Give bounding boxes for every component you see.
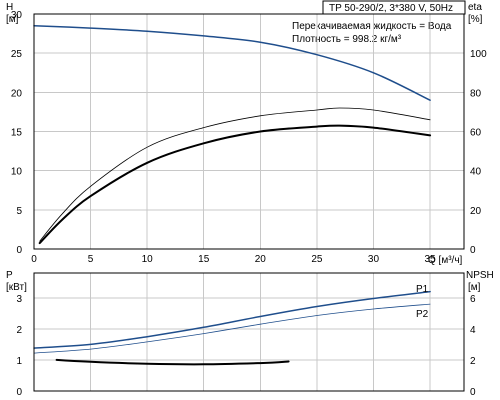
density-info: Плотность = 998.2 кг/м³	[292, 34, 402, 45]
bottom-y2label-line2: [м]	[468, 282, 481, 293]
y-tick-label: 25	[11, 49, 23, 60]
series-label-p1: P1	[416, 284, 429, 295]
top-y2label-line2: [%]	[468, 14, 483, 25]
bottom-ylabel-line2: [кВт]	[6, 282, 27, 293]
x-tick-label: 15	[198, 254, 210, 265]
bot-series-line-1	[33, 303, 431, 354]
top-xlabel: Q [м³/ч]	[428, 255, 463, 266]
y2-tick-label: 0	[470, 245, 476, 256]
info-header: TP 50-290/2, 3*380 V, 50Hz Перекачиваема…	[292, 0, 466, 45]
power-npsh-chart: 0 1 2 3 0 2 4 6 P [кВт] NPSH [м] P1 P2	[6, 270, 494, 398]
top-y2-ticks: 0 20 40 60 80 100	[470, 49, 487, 256]
x-tick-label: 20	[255, 254, 267, 265]
bottom-grid	[33, 273, 464, 392]
y2-tick-label: 60	[470, 128, 482, 139]
top-frame	[33, 13, 465, 250]
bot-series-line-0	[33, 290, 431, 349]
series-label-p2: P2	[416, 309, 429, 320]
y-tick-label: 3	[16, 294, 22, 305]
y2-tick-label: 2	[470, 356, 476, 367]
bottom-y-ticks: 0 1 2 3	[16, 294, 22, 398]
y2-tick-label: 6	[470, 294, 476, 305]
y2-tick-label: 4	[470, 325, 476, 336]
bottom-ylabel-line1: P	[6, 270, 13, 281]
bottom-y2-ticks: 0 2 4 6	[470, 294, 476, 398]
x-tick-label: 0	[31, 254, 37, 265]
bottom-frame	[33, 272, 465, 392]
y-tick-label: 15	[11, 128, 23, 139]
y-tick-label: 1	[16, 356, 22, 367]
x-tick-label: 25	[311, 254, 323, 265]
top-y2label-line1: eta	[468, 2, 482, 13]
y2-tick-label: 80	[470, 88, 482, 99]
top-y-ticks: 0 5 10 15 20 25 30	[11, 10, 23, 256]
y-tick-label: 5	[16, 206, 22, 217]
top-series	[33, 25, 432, 245]
bot-series-line-2	[55, 358, 290, 366]
y2-tick-label: 0	[470, 387, 476, 398]
chart-title: TP 50-290/2, 3*380 V, 50Hz	[329, 3, 453, 14]
top-ylabel-line1: H	[6, 2, 13, 13]
x-tick-label: 10	[142, 254, 154, 265]
top-series-line-2	[38, 124, 432, 245]
x-tick-label: 30	[368, 254, 380, 265]
y-tick-label: 0	[16, 245, 22, 256]
y-tick-label: 2	[16, 325, 22, 336]
top-ylabel-line2: [м]	[6, 14, 19, 25]
y-tick-label: 10	[11, 167, 23, 178]
y-tick-label: 20	[11, 88, 23, 99]
top-series-line-0	[33, 25, 431, 101]
top-x-ticks: 0 5 10 15 20 25 30 35	[31, 254, 436, 265]
x-tick-label: 5	[88, 254, 94, 265]
bottom-y2label-line1: NPSH	[466, 270, 494, 281]
y-tick-label: 30	[11, 10, 23, 21]
head-efficiency-chart: 0 5 10 15 20 25 30 35 0 5 10 15 20 25 30 0 20 40 60 80 100…	[6, 2, 487, 266]
top-series-line-1	[39, 107, 431, 242]
y2-tick-label: 40	[470, 167, 482, 178]
y2-tick-label: 100	[470, 49, 487, 60]
y-tick-label: 0	[16, 387, 22, 398]
y2-tick-label: 20	[470, 206, 482, 217]
liquid-info: Перекачиваемая жидкость = Вода	[292, 21, 452, 32]
bottom-series	[33, 290, 431, 366]
x-tick-label: 35	[424, 254, 436, 265]
